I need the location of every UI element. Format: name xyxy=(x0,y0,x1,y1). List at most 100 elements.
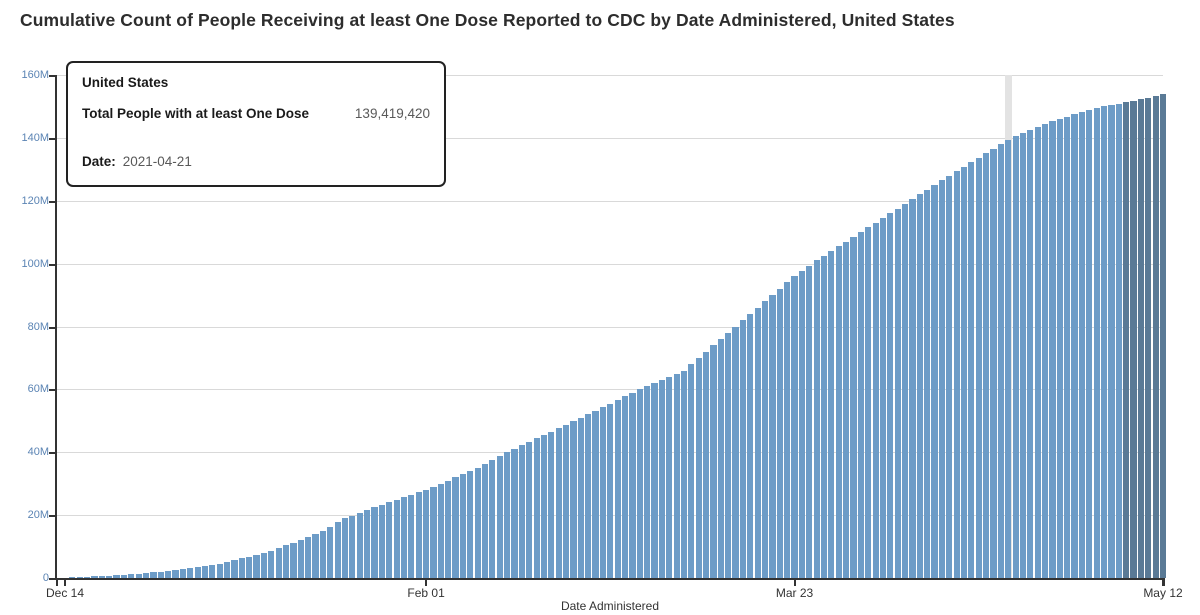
daily-bar[interactable] xyxy=(968,162,975,578)
daily-bar[interactable] xyxy=(953,171,960,578)
daily-bar[interactable] xyxy=(415,492,422,578)
daily-bar[interactable] xyxy=(305,536,312,578)
daily-bar[interactable] xyxy=(791,276,798,578)
daily-bar[interactable] xyxy=(1093,108,1100,578)
daily-bar[interactable] xyxy=(688,364,695,578)
daily-bar[interactable] xyxy=(717,339,724,578)
daily-bar[interactable] xyxy=(445,480,452,578)
daily-bar[interactable] xyxy=(585,414,592,578)
daily-bar[interactable] xyxy=(813,260,820,578)
daily-bar[interactable] xyxy=(798,270,805,578)
daily-bar[interactable] xyxy=(194,566,201,578)
daily-bar[interactable] xyxy=(246,556,253,578)
daily-bar[interactable] xyxy=(636,389,643,578)
daily-bar[interactable] xyxy=(916,194,923,578)
daily-bar[interactable] xyxy=(150,572,157,578)
daily-bar[interactable] xyxy=(511,448,518,578)
daily-bar[interactable] xyxy=(504,452,511,578)
daily-bar[interactable] xyxy=(879,218,887,578)
daily-bar[interactable] xyxy=(224,561,231,578)
daily-bar[interactable] xyxy=(518,445,525,578)
daily-bar[interactable] xyxy=(179,569,186,578)
daily-bar[interactable] xyxy=(76,577,83,578)
daily-bar[interactable] xyxy=(84,576,91,578)
daily-bar[interactable] xyxy=(548,431,555,578)
daily-bar[interactable] xyxy=(452,477,459,578)
daily-bar[interactable] xyxy=(1152,96,1159,578)
daily-bar[interactable] xyxy=(209,564,216,578)
daily-bar[interactable] xyxy=(938,180,945,578)
daily-bar[interactable] xyxy=(872,222,879,578)
daily-bar[interactable] xyxy=(526,441,533,578)
daily-bar[interactable] xyxy=(599,407,607,578)
daily-bar[interactable] xyxy=(437,483,444,578)
daily-bar[interactable] xyxy=(364,510,371,578)
daily-bar[interactable] xyxy=(106,575,113,578)
daily-bar[interactable] xyxy=(990,148,997,578)
daily-bar[interactable] xyxy=(201,565,209,578)
daily-bar[interactable] xyxy=(1137,99,1144,578)
daily-bar[interactable] xyxy=(1100,106,1108,578)
daily-bar[interactable] xyxy=(629,392,636,578)
daily-bar[interactable] xyxy=(238,558,245,578)
daily-bar[interactable] xyxy=(769,295,776,578)
daily-bar[interactable] xyxy=(1130,100,1137,578)
daily-bar[interactable] xyxy=(312,533,319,578)
daily-bar[interactable] xyxy=(400,497,408,578)
daily-bar[interactable] xyxy=(1064,116,1071,578)
daily-bar[interactable] xyxy=(931,185,938,578)
daily-bar[interactable] xyxy=(651,383,658,578)
daily-bar[interactable] xyxy=(695,357,702,578)
daily-bar[interactable] xyxy=(1123,102,1130,578)
daily-bar[interactable] xyxy=(725,332,732,578)
daily-bar[interactable] xyxy=(260,553,268,578)
daily-bar[interactable] xyxy=(960,166,968,578)
daily-bar[interactable] xyxy=(386,502,393,578)
daily-bar[interactable] xyxy=(120,574,128,578)
daily-bar[interactable] xyxy=(909,199,916,578)
daily-bar[interactable] xyxy=(489,460,496,578)
daily-bar[interactable] xyxy=(732,326,739,578)
daily-bar[interactable] xyxy=(607,403,614,578)
daily-bar[interactable] xyxy=(1108,105,1115,578)
daily-bar[interactable] xyxy=(282,545,290,578)
daily-bar[interactable] xyxy=(297,539,304,578)
daily-bar[interactable] xyxy=(408,494,415,578)
daily-bar[interactable] xyxy=(983,153,990,578)
daily-bar[interactable] xyxy=(570,421,577,578)
daily-bar[interactable] xyxy=(820,255,828,578)
daily-bar[interactable] xyxy=(761,301,769,578)
daily-bar[interactable] xyxy=(540,434,548,578)
daily-bar[interactable] xyxy=(135,573,142,578)
daily-bar[interactable] xyxy=(680,370,688,578)
daily-bar[interactable] xyxy=(128,574,135,578)
daily-bar[interactable] xyxy=(857,232,864,578)
daily-bar[interactable] xyxy=(577,417,584,578)
daily-bar[interactable] xyxy=(1005,139,1012,578)
daily-bar[interactable] xyxy=(739,320,747,578)
daily-bar[interactable] xyxy=(555,428,562,578)
daily-bar[interactable] xyxy=(614,399,621,578)
daily-bar[interactable] xyxy=(496,456,503,578)
daily-bar[interactable] xyxy=(1012,136,1019,578)
daily-bar[interactable] xyxy=(784,282,791,578)
daily-bar[interactable] xyxy=(481,464,489,578)
daily-bar[interactable] xyxy=(319,530,326,578)
daily-bar[interactable] xyxy=(467,471,474,578)
daily-bar[interactable] xyxy=(673,373,680,578)
daily-bar[interactable] xyxy=(924,189,931,578)
daily-bar[interactable] xyxy=(334,522,341,578)
daily-bar[interactable] xyxy=(1145,97,1152,578)
daily-bar[interactable] xyxy=(703,351,710,578)
daily-bar[interactable] xyxy=(835,246,842,578)
daily-bar[interactable] xyxy=(113,575,120,578)
daily-bar[interactable] xyxy=(975,157,982,578)
daily-bar[interactable] xyxy=(533,438,540,578)
daily-bar[interactable] xyxy=(165,571,172,578)
daily-bar[interactable] xyxy=(997,144,1004,578)
daily-bar[interactable] xyxy=(592,410,599,578)
daily-bar[interactable] xyxy=(393,499,400,578)
daily-bar[interactable] xyxy=(1027,130,1034,578)
daily-bar[interactable] xyxy=(172,570,179,578)
daily-bar[interactable] xyxy=(747,313,754,578)
